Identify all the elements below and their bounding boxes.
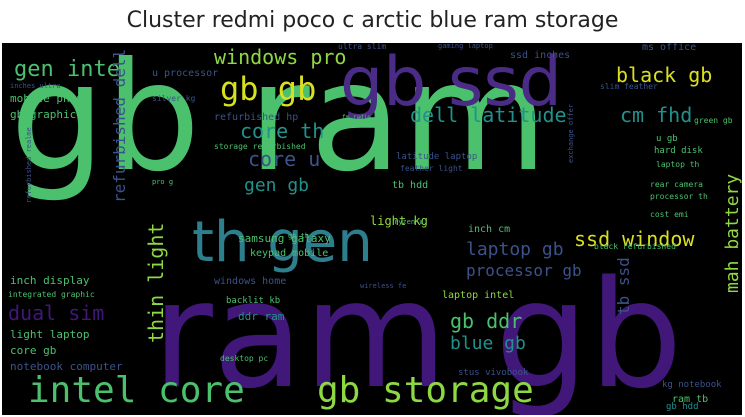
- cloud-word: integrated graphic: [8, 290, 95, 299]
- cloud-word: windows pro: [214, 45, 347, 69]
- cloud-word: green gb: [694, 116, 733, 125]
- cloud-word: laptop gb: [466, 239, 564, 260]
- cloud-word: thin light: [144, 222, 168, 343]
- cloud-word: ram tb: [672, 394, 709, 405]
- cloud-word: desktop pc: [220, 354, 269, 363]
- cloud-word: blue gb: [450, 333, 526, 354]
- cloud-word: light laptop: [10, 328, 90, 341]
- cloud-word: tb hdd: [392, 180, 429, 191]
- cloud-word: processor th: [650, 192, 708, 201]
- cloud-word: core u: [248, 147, 321, 171]
- cloud-word: refurbished hp: [214, 112, 299, 123]
- cloud-word: gb ssd: [340, 43, 562, 122]
- cloud-word: laptop th: [656, 160, 700, 169]
- cloud-word: keypad mobile: [250, 248, 329, 259]
- cloud-word: samsung galaxy: [238, 232, 331, 245]
- cloud-word: backlit kb: [226, 296, 281, 306]
- cloud-word: th gen: [192, 210, 373, 275]
- cloud-word: refurbished realme: [25, 127, 33, 203]
- cloud-word: gb ram: [10, 43, 548, 205]
- cloud-word: gb storage: [317, 370, 534, 411]
- cloud-word: gb ddr: [450, 309, 523, 333]
- cloud-word: inch display: [10, 274, 90, 287]
- cloud-word: gaming laptop: [438, 43, 493, 50]
- cloud-word: mobile phone: [10, 92, 90, 105]
- cloud-word: ssd window: [574, 227, 695, 251]
- cloud-word: tb ssd: [614, 257, 633, 315]
- cloud-word: dual sim: [8, 301, 105, 325]
- cloud-word: ssd inches: [510, 50, 571, 61]
- cloud-word: gb hdd: [666, 402, 699, 412]
- cloud-word: dell latitude: [410, 103, 567, 127]
- cloud-word: exchange offer: [567, 103, 575, 163]
- cloud-word: cost emi: [650, 210, 689, 219]
- cloud-word: ram gb: [152, 249, 683, 415]
- cloud-word: pro g: [152, 178, 174, 186]
- cloud-word: hard disk: [654, 146, 703, 156]
- word-cloud: gb ram ram gb gb ssd th gen intel core gb sto…: [2, 43, 742, 415]
- cloud-word: storage refurbished: [214, 142, 306, 151]
- cloud-word: wireless fe: [360, 282, 407, 290]
- cloud-word: black gb: [616, 63, 713, 87]
- cloud-word: gb graphic: [10, 108, 77, 121]
- cloud-word: gb th: [288, 232, 310, 240]
- cloud-word: fm radio: [342, 114, 371, 121]
- cloud-word: windows home: [214, 276, 287, 287]
- cloud-word: refurbished dell: [110, 48, 129, 203]
- cloud-word: core th: [240, 119, 325, 143]
- cloud-word: core gb: [10, 344, 57, 357]
- cloud-word: silver kg: [152, 94, 196, 103]
- cloud-word: ddr ram: [238, 310, 285, 323]
- cloud-word: cm fhd: [620, 103, 693, 127]
- cloud-word: inches ultra: [10, 82, 61, 90]
- cloud-word: ryzen u: [394, 218, 424, 226]
- cloud-word: mah battery: [722, 173, 742, 293]
- cloud-word: gen gb: [244, 175, 310, 196]
- cloud-word: stus vivobook: [458, 368, 529, 378]
- cloud-word: slim feather: [600, 82, 658, 91]
- cloud-word: light kg: [370, 214, 428, 228]
- cloud-word: processor gb: [466, 261, 582, 280]
- cloud-word: intel core: [28, 370, 245, 411]
- cloud-word: inch cm: [468, 224, 511, 235]
- cloud-word: gb gb: [220, 70, 317, 108]
- cloud-word: rear camera: [650, 180, 703, 189]
- cloud-word: latitude laptop: [396, 152, 478, 162]
- cloud-word: notebook computer: [10, 360, 123, 373]
- cloud-word: u processor: [152, 68, 219, 79]
- cloud-word: feather light: [400, 164, 463, 173]
- cloud-word: ms office: [642, 43, 697, 53]
- cloud-word: laptop intel: [442, 290, 515, 301]
- cloud-word: u gb: [656, 134, 678, 144]
- cloud-word: kg notebook: [662, 380, 722, 390]
- chart-title: Cluster redmi poco c arctic blue ram sto…: [126, 8, 619, 33]
- cloud-word: black refurbished: [594, 242, 676, 251]
- cloud-word: ultra slim: [338, 43, 387, 51]
- cloud-word: gen intel: [14, 57, 134, 82]
